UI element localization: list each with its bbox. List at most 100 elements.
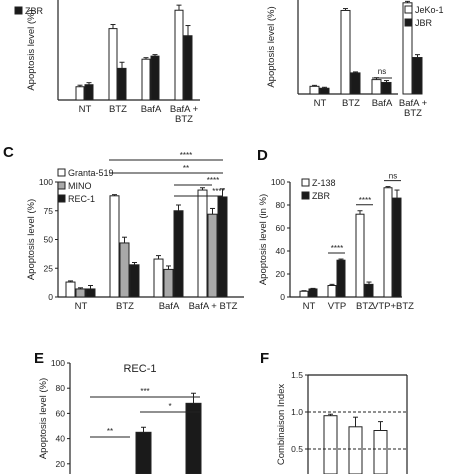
- legend-label: Z-138: [312, 178, 336, 188]
- x-tick-label: BTZ: [109, 104, 127, 115]
- bar: [173, 210, 184, 298]
- x-tick-label: BafA: [372, 98, 393, 109]
- bar: [183, 35, 193, 101]
- legend-swatch: [57, 181, 66, 190]
- bar: [364, 283, 374, 298]
- panel-b-chart: Apoptosis level (%)NT BTZ BafA BafA +BTZJeK…: [266, 0, 444, 119]
- panel-f-chart: F 0.5 1.0 1.5 Combinaison Index: [260, 350, 408, 474]
- bar: [174, 9, 184, 101]
- legend-label: ZBR: [25, 6, 44, 16]
- bar: [348, 426, 363, 474]
- sig-label: ****: [207, 176, 219, 185]
- x-tick-label: NT: [79, 104, 92, 115]
- bar: [141, 58, 151, 101]
- legend-swatch: [404, 18, 413, 27]
- bar: [371, 79, 382, 95]
- legend-swatch: [14, 6, 23, 15]
- bar: [129, 264, 140, 298]
- legend-swatch: [57, 194, 66, 203]
- legend-label: JeKo-1: [415, 5, 444, 15]
- legend-swatch: [301, 178, 310, 187]
- sig-label: ****: [359, 196, 371, 205]
- x-tick-label: NT: [314, 98, 327, 109]
- bar: [119, 242, 130, 298]
- bar: [65, 281, 76, 298]
- y-tick-label: 100: [271, 177, 285, 187]
- y-axis-label: Apoptosis level (%): [26, 9, 37, 90]
- y-tick-label: 40: [276, 246, 286, 256]
- y-tick-label: 50: [44, 235, 54, 245]
- bar: [85, 288, 96, 298]
- y-tick-label: 20: [56, 459, 66, 469]
- x-tick-label: VTP+BTZ: [372, 301, 414, 312]
- x-tick-label: VTP: [328, 301, 346, 312]
- panel-c-chart: C 0 25 50 75 100 Apoptosis level (%) NT BTZ BafA B…: [3, 144, 244, 312]
- sig-label: ****: [331, 244, 343, 253]
- y-tick-label: 0: [48, 292, 53, 302]
- sig-label: **: [183, 164, 189, 173]
- legend-swatch: [301, 191, 310, 200]
- sig-label: **: [107, 427, 113, 436]
- sig-label: ****: [212, 187, 224, 196]
- bar: [217, 196, 228, 298]
- sig-label: ns: [389, 172, 397, 181]
- bar: [392, 197, 402, 298]
- x-tick-label: BTZ: [404, 108, 422, 119]
- bar: [153, 258, 164, 298]
- bar: [109, 195, 120, 298]
- y-tick-label: 0: [280, 292, 285, 302]
- y-tick-label: 25: [44, 263, 54, 273]
- bar: [299, 290, 309, 298]
- x-tick-label: NT: [303, 301, 316, 312]
- bar: [75, 86, 85, 101]
- bar: [350, 72, 361, 95]
- bar: [163, 268, 174, 298]
- bar: [75, 288, 86, 298]
- x-tick-label: BafA +: [170, 104, 199, 115]
- bar: [355, 213, 365, 298]
- bar: [207, 213, 218, 298]
- y-tick-label: 60: [276, 223, 286, 233]
- bar: [150, 55, 160, 101]
- y-tick-label: 100: [39, 177, 53, 187]
- y-axis-label: Combinaison Index: [276, 384, 287, 466]
- x-tick-label: BTZ: [356, 301, 374, 312]
- legend-label: JBR: [415, 18, 433, 28]
- bar: [373, 430, 388, 474]
- y-axis-label: Apoptosis level (%): [38, 378, 49, 459]
- bar: [185, 402, 202, 474]
- x-tick-label: NT: [75, 301, 88, 312]
- y-axis-label: Apoptosis level (%): [26, 199, 37, 280]
- bar: [381, 81, 392, 95]
- y-axis-label: Apoptosis level (in %): [258, 194, 269, 285]
- legend-label: Granta-519: [68, 168, 114, 178]
- y-tick-label: 1.5: [291, 370, 303, 380]
- y-tick-label: 0.5: [291, 444, 303, 454]
- bar: [117, 67, 127, 101]
- sig-label: ns: [378, 67, 386, 76]
- y-tick-label: 1.0: [291, 407, 303, 417]
- sig-label: ***: [140, 387, 149, 396]
- bar: [383, 187, 393, 298]
- x-tick-label: BTZ: [116, 301, 134, 312]
- bar: [319, 87, 330, 95]
- y-tick-label: 40: [56, 434, 66, 444]
- y-tick-label: 80: [276, 200, 286, 210]
- bar: [135, 431, 152, 474]
- x-tick-label: BTZ: [342, 98, 360, 109]
- legend-swatch: [404, 5, 413, 14]
- legend-label: MINO: [68, 181, 92, 191]
- bar: [412, 57, 423, 95]
- bar: [108, 28, 118, 101]
- bar: [309, 85, 320, 95]
- x-tick-label: BafA: [141, 104, 162, 115]
- bar: [323, 415, 338, 474]
- panel-letter: D: [257, 147, 268, 164]
- x-tick-label: BafA + BTZ: [189, 301, 238, 312]
- x-tick-label: BTZ: [175, 114, 193, 125]
- bar: [327, 285, 337, 298]
